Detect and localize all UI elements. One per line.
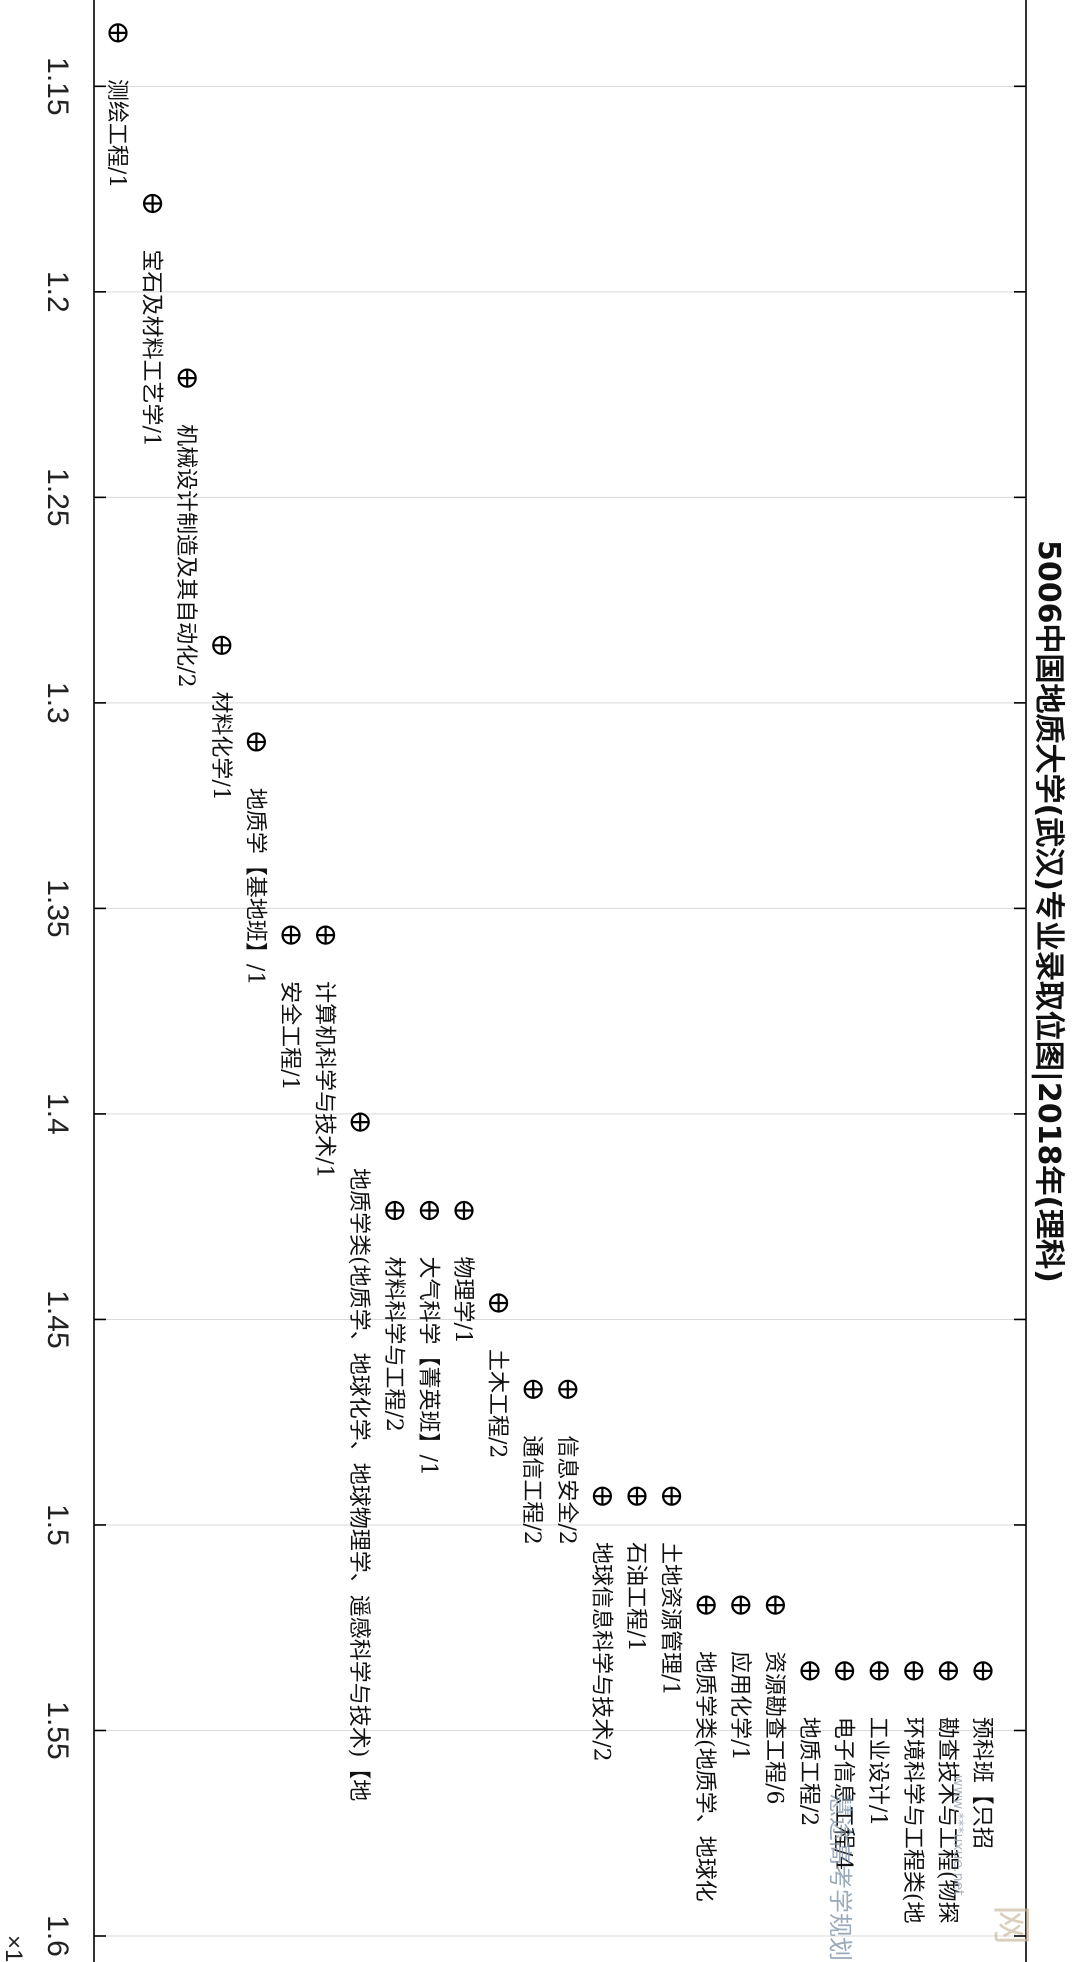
x-tick-label: 1.6 — [41, 1915, 74, 1957]
point-label: 石油工程/1 — [623, 1542, 648, 1651]
point-marker-cross — [524, 1380, 542, 1398]
point-marker-cross — [351, 1113, 369, 1131]
x-tick-label: 1.3 — [41, 682, 74, 724]
point-label: 应用化学/1 — [727, 1651, 752, 1760]
point-marker-cross — [905, 1662, 923, 1680]
point-label: 测绘工程/1 — [104, 79, 129, 188]
point-marker-cross — [801, 1662, 819, 1680]
point-label: 安全工程/1 — [277, 981, 302, 1090]
x-tick-label: 1.15 — [41, 57, 74, 115]
data-point: 应用化学/1 — [727, 1595, 752, 1761]
data-point: 预科班【只招 — [969, 1661, 994, 1849]
point-marker-cross — [213, 636, 231, 654]
data-point: 物理学/1 — [450, 1200, 475, 1344]
point-label: 物理学/1 — [450, 1257, 475, 1344]
point-label: 土木工程/2 — [485, 1349, 510, 1458]
watermark-url: www.***uxue.net — [950, 1775, 966, 1896]
data-point: 宝石及材料工艺学/1 — [139, 193, 164, 447]
point-marker-cross — [386, 1202, 404, 1220]
x-tick-label: 1.5 — [41, 1504, 74, 1546]
point-marker-cross — [593, 1487, 611, 1505]
point-layer: 测绘工程/1 宝石及材料工艺学/1 机械设计制造及其自动化/2 材料化学/1 地质学【基… — [104, 23, 994, 1924]
point-label: 电子信息工程/4 — [831, 1717, 856, 1870]
point-marker-cross — [144, 194, 162, 212]
point-label: 地质工程/2 — [796, 1717, 821, 1826]
point-marker-cross — [732, 1596, 750, 1614]
x-exponent-label: ×10⁴ — [0, 1935, 27, 1962]
tick-layer: 1.15 1.2 1.25 1.3 1.35 1.4 1.45 1.5 1.55 1.6 — [41, 57, 1026, 1957]
point-marker-cross — [109, 24, 127, 42]
point-label: 地球信息科学与技术/2 — [588, 1542, 613, 1761]
data-point: 地质工程/2 — [796, 1661, 821, 1826]
point-label: 环境科学与工程类(地 — [900, 1717, 925, 1924]
x-tick-label: 1.4 — [41, 1093, 74, 1135]
point-marker-cross — [559, 1380, 577, 1398]
point-marker-cross — [178, 369, 196, 387]
point-label: 材料科学与工程/2 — [381, 1257, 406, 1432]
data-point: 安全工程/1 — [277, 925, 302, 1091]
chart-title: 5006中国地质大学(武汉)专业录取位图|2018年(理科) — [1031, 540, 1066, 1283]
point-marker-cross — [663, 1487, 681, 1505]
point-label: 勘查技术与工程(物探 — [934, 1717, 959, 1924]
x-tick-label: 1.45 — [41, 1290, 74, 1348]
point-label: 宝石及材料工艺学/1 — [139, 249, 164, 446]
x-tick-label: 1.25 — [41, 468, 74, 526]
point-label: 大气科学【菁英班】/1 — [415, 1257, 440, 1476]
point-marker-cross — [317, 926, 335, 944]
data-point: 材料化学/1 — [208, 635, 233, 801]
point-label: 计算机科学与技术/1 — [312, 981, 337, 1178]
data-point: 地质学类(地质学、地球化 — [692, 1595, 717, 1902]
x-tick-label: 1.55 — [41, 1701, 74, 1759]
watermark-slogan: 慧途高考学规划 — [826, 1793, 854, 1961]
data-point: 大气科学【菁英班】/1 — [415, 1200, 440, 1476]
point-label: 预科班【只招 — [969, 1717, 994, 1849]
point-marker-cross — [420, 1202, 438, 1220]
data-point: 土木工程/2 — [485, 1293, 510, 1458]
point-label: 土地资源管理/1 — [658, 1542, 683, 1695]
data-point: 材料科学与工程/2 — [381, 1200, 406, 1432]
grid-layer — [94, 85, 1026, 1937]
point-label: 资源勘查工程/6 — [761, 1651, 786, 1804]
point-marker-cross — [939, 1662, 957, 1680]
data-point: 计算机科学与技术/1 — [312, 925, 337, 1179]
data-point: 勘查技术与工程(物探 — [934, 1661, 959, 1924]
data-point: 通信工程/2 — [519, 1379, 544, 1545]
data-point: 信息安全/2 — [554, 1379, 579, 1545]
point-label: 地质学类(地质学、地球化学、地球物理学、遥感科学与技术)【地 — [346, 1168, 371, 1801]
point-marker-cross — [836, 1662, 854, 1680]
point-marker-cross — [766, 1596, 784, 1614]
point-label: 机械设计制造及其自动化/2 — [173, 424, 198, 687]
point-label: 通信工程/2 — [519, 1435, 544, 1544]
point-marker-cross — [490, 1294, 508, 1312]
point-label: 信息安全/2 — [554, 1435, 579, 1544]
data-point: 地质学【基地班】/1 — [242, 732, 267, 985]
watermark-logo-text: 网 — [988, 1905, 1034, 1945]
data-point: 电子信息工程/4 — [831, 1661, 856, 1870]
point-marker-cross — [697, 1596, 715, 1614]
data-point: 环境科学与工程类(地 — [900, 1661, 925, 1924]
plot-frame — [93, 0, 1027, 1962]
data-point: 测绘工程/1 — [104, 23, 129, 188]
x-tick-label: 1.2 — [41, 271, 74, 313]
point-label: 工业设计/1 — [865, 1717, 890, 1826]
data-point: 石油工程/1 — [623, 1486, 648, 1652]
data-point: 资源勘查工程/6 — [761, 1595, 786, 1805]
x-tick-label: 1.35 — [41, 879, 74, 937]
point-marker-cross — [247, 733, 265, 751]
point-label: 地质学类(地质学、地球化 — [692, 1651, 717, 1902]
point-marker-cross — [628, 1487, 646, 1505]
point-label: 地质学【基地班】/1 — [242, 788, 267, 985]
data-point: 机械设计制造及其自动化/2 — [173, 368, 198, 688]
point-marker-cross — [282, 926, 300, 944]
watermark: 网 慧途高考学规划 www.***uxue.net — [826, 1775, 1034, 1961]
data-point: 地质学类(地质学、地球化学、地球物理学、遥感科学与技术)【地 — [346, 1112, 371, 1801]
data-point: 土地资源管理/1 — [658, 1486, 683, 1696]
point-marker-cross — [870, 1662, 888, 1680]
data-point: 工业设计/1 — [865, 1661, 890, 1826]
data-point: 地球信息科学与技术/2 — [588, 1486, 613, 1762]
point-marker-cross — [455, 1202, 473, 1220]
point-marker-cross — [974, 1662, 992, 1680]
point-label: 材料化学/1 — [208, 691, 233, 800]
